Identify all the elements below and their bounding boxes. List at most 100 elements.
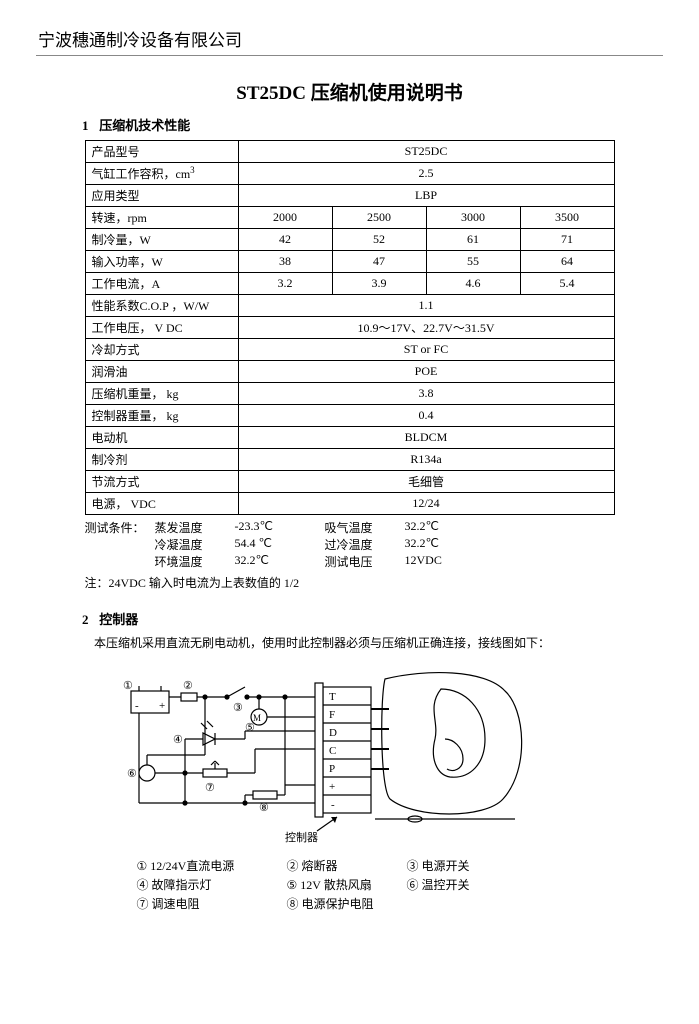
cell: 冷却方式 — [85, 339, 238, 361]
cell: 61 — [426, 229, 520, 251]
table-row: 压缩机重量， kg3.8 — [85, 383, 614, 405]
section2-num: 2 — [82, 612, 96, 628]
cell: 1.1 — [238, 295, 614, 317]
cond-label: 测试电压 — [325, 553, 405, 570]
cond-value: 32.2℃ — [405, 536, 465, 553]
section2-text: 本压缩机采用直流无刷电动机，使用时此控制器必须与压缩机正确连接，接线图如下： — [94, 634, 663, 651]
cell: 制冷剂 — [85, 449, 238, 471]
cell: ST or FC — [238, 339, 614, 361]
header-rule — [36, 55, 663, 56]
test-conditions: 测试条件： 蒸发温度 -23.3℃ 吸气温度 32.2℃ 冷凝温度 54.4 ℃… — [85, 519, 615, 570]
cell: 节流方式 — [85, 471, 238, 493]
cell: R134a — [238, 449, 614, 471]
svg-text:①: ① — [123, 680, 133, 692]
spec-table: 产品型号ST25DC 气缸工作容积，cm32.5 应用类型LBP 转速，rpm … — [85, 140, 615, 515]
cell: 输入功率，W — [85, 251, 238, 273]
cell: 气缸工作容积，cm3 — [85, 163, 238, 185]
svg-text:③: ③ — [233, 702, 243, 714]
cell: 工作电流，A — [85, 273, 238, 295]
cell: 转速，rpm — [85, 207, 238, 229]
cell: 3.2 — [238, 273, 332, 295]
cell: 52 — [332, 229, 426, 251]
table-row: 控制器重量， kg0.4 — [85, 405, 614, 427]
section2-label: 控制器 — [99, 612, 138, 627]
cell: 毛细管 — [238, 471, 614, 493]
cond-value: 12VDC — [405, 553, 465, 570]
wiring-diagram-svg: T F D C P + - — [85, 669, 565, 849]
svg-text:T: T — [329, 691, 336, 703]
cell: 产品型号 — [85, 141, 238, 163]
diagram-legend: ① 12/24V直流电源 ② 熔断器 ③ 电源开关 ④ 故障指示灯 ⑤ 12V … — [137, 857, 567, 912]
cell: POE — [238, 361, 614, 383]
company-name: 宁波穗通制冷设备有限公司 — [36, 26, 663, 51]
cell: 电动机 — [85, 427, 238, 449]
cond-label: 蒸发温度 — [155, 519, 235, 536]
svg-text:⑧: ⑧ — [259, 802, 269, 814]
legend-item: ⑦ 调速电阻 — [137, 895, 287, 912]
legend-item: ⑤ 12V 散热风扇 — [287, 876, 407, 893]
table-row: 产品型号ST25DC — [85, 141, 614, 163]
cell: LBP — [238, 185, 614, 207]
cell: 12/24 — [238, 493, 614, 515]
section1-heading: 1 压缩机技术性能 — [82, 115, 663, 134]
wiring-diagram: T F D C P + - — [85, 669, 615, 912]
svg-text:C: C — [329, 745, 336, 757]
cell: 0.4 — [238, 405, 614, 427]
section1-label: 压缩机技术性能 — [99, 118, 190, 133]
legend-item: ② 熔断器 — [287, 857, 407, 874]
table-row: 转速，rpm 2000 2500 3000 3500 — [85, 207, 614, 229]
cell: ST25DC — [238, 141, 614, 163]
legend-item: ① 12/24V直流电源 — [137, 857, 287, 874]
table-row: 制冷量，W 42 52 61 71 — [85, 229, 614, 251]
svg-text:+: + — [159, 700, 165, 712]
cell: 电源， VDC — [85, 493, 238, 515]
cell: 4.6 — [426, 273, 520, 295]
legend-item: ⑥ 温控开关 — [407, 876, 527, 893]
cond-value: -23.3℃ — [235, 519, 325, 536]
svg-text:②: ② — [183, 680, 193, 692]
table-row: 电动机BLDCM — [85, 427, 614, 449]
svg-text:⑦: ⑦ — [205, 782, 215, 794]
cell: 压缩机重量， kg — [85, 383, 238, 405]
cond-label: 冷凝温度 — [155, 536, 235, 553]
table-row: 冷却方式ST or FC — [85, 339, 614, 361]
footnote: 注：24VDC 输入时电流为上表数值的 1/2 — [85, 574, 615, 591]
table-row: 电源， VDC12/24 — [85, 493, 614, 515]
svg-text:-: - — [331, 799, 335, 811]
cell: 64 — [520, 251, 614, 273]
cell: 工作电压， V DC — [85, 317, 238, 339]
cell: 2500 — [332, 207, 426, 229]
table-row: 输入功率，W 38 47 55 64 — [85, 251, 614, 273]
cond-value: 54.4 ℃ — [235, 536, 325, 553]
cell: 38 — [238, 251, 332, 273]
cell: 3500 — [520, 207, 614, 229]
doc-title: ST25DC 压缩机使用说明书 — [36, 78, 663, 105]
legend-item: ③ 电源开关 — [407, 857, 527, 874]
page: 宁波穗通制冷设备有限公司 ST25DC 压缩机使用说明书 1 压缩机技术性能 产… — [0, 0, 699, 1024]
table-row: 气缸工作容积，cm32.5 — [85, 163, 614, 185]
cell: 71 — [520, 229, 614, 251]
cell: 42 — [238, 229, 332, 251]
table-row: 应用类型LBP — [85, 185, 614, 207]
svg-text:F: F — [329, 709, 335, 721]
table-row: 润滑油POE — [85, 361, 614, 383]
cell: 55 — [426, 251, 520, 273]
cell: 5.4 — [520, 273, 614, 295]
cell: 3.9 — [332, 273, 426, 295]
cell: 控制器重量， kg — [85, 405, 238, 427]
cell: 性能系数C.O.P ，W/W — [85, 295, 238, 317]
cond-head: 测试条件： — [85, 519, 155, 536]
cell: 3.8 — [238, 383, 614, 405]
cell: 润滑油 — [85, 361, 238, 383]
svg-text:⑥: ⑥ — [127, 768, 137, 780]
cond-label: 过冷温度 — [325, 536, 405, 553]
svg-text:-: - — [135, 700, 139, 712]
table-row: 工作电流，A 3.2 3.9 4.6 5.4 — [85, 273, 614, 295]
cell: 3000 — [426, 207, 520, 229]
svg-text:⑤: ⑤ — [245, 722, 255, 734]
table-row: 制冷剂R134a — [85, 449, 614, 471]
cond-label: 吸气温度 — [325, 519, 405, 536]
cell: 10.9～17V、22.7V～31.5V — [238, 317, 614, 339]
section1-num: 1 — [82, 118, 96, 134]
cond-label: 环境温度 — [155, 553, 235, 570]
